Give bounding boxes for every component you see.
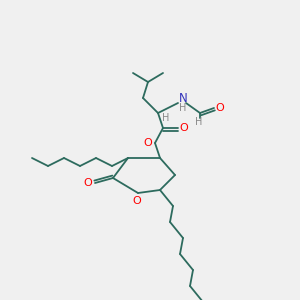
Text: O: O [180, 123, 188, 133]
Text: H: H [195, 117, 203, 127]
Text: H: H [179, 103, 187, 113]
Text: O: O [216, 103, 224, 113]
Text: O: O [133, 196, 141, 206]
Text: H: H [162, 113, 170, 123]
Text: O: O [144, 138, 152, 148]
Text: O: O [84, 178, 92, 188]
Text: N: N [178, 92, 188, 106]
